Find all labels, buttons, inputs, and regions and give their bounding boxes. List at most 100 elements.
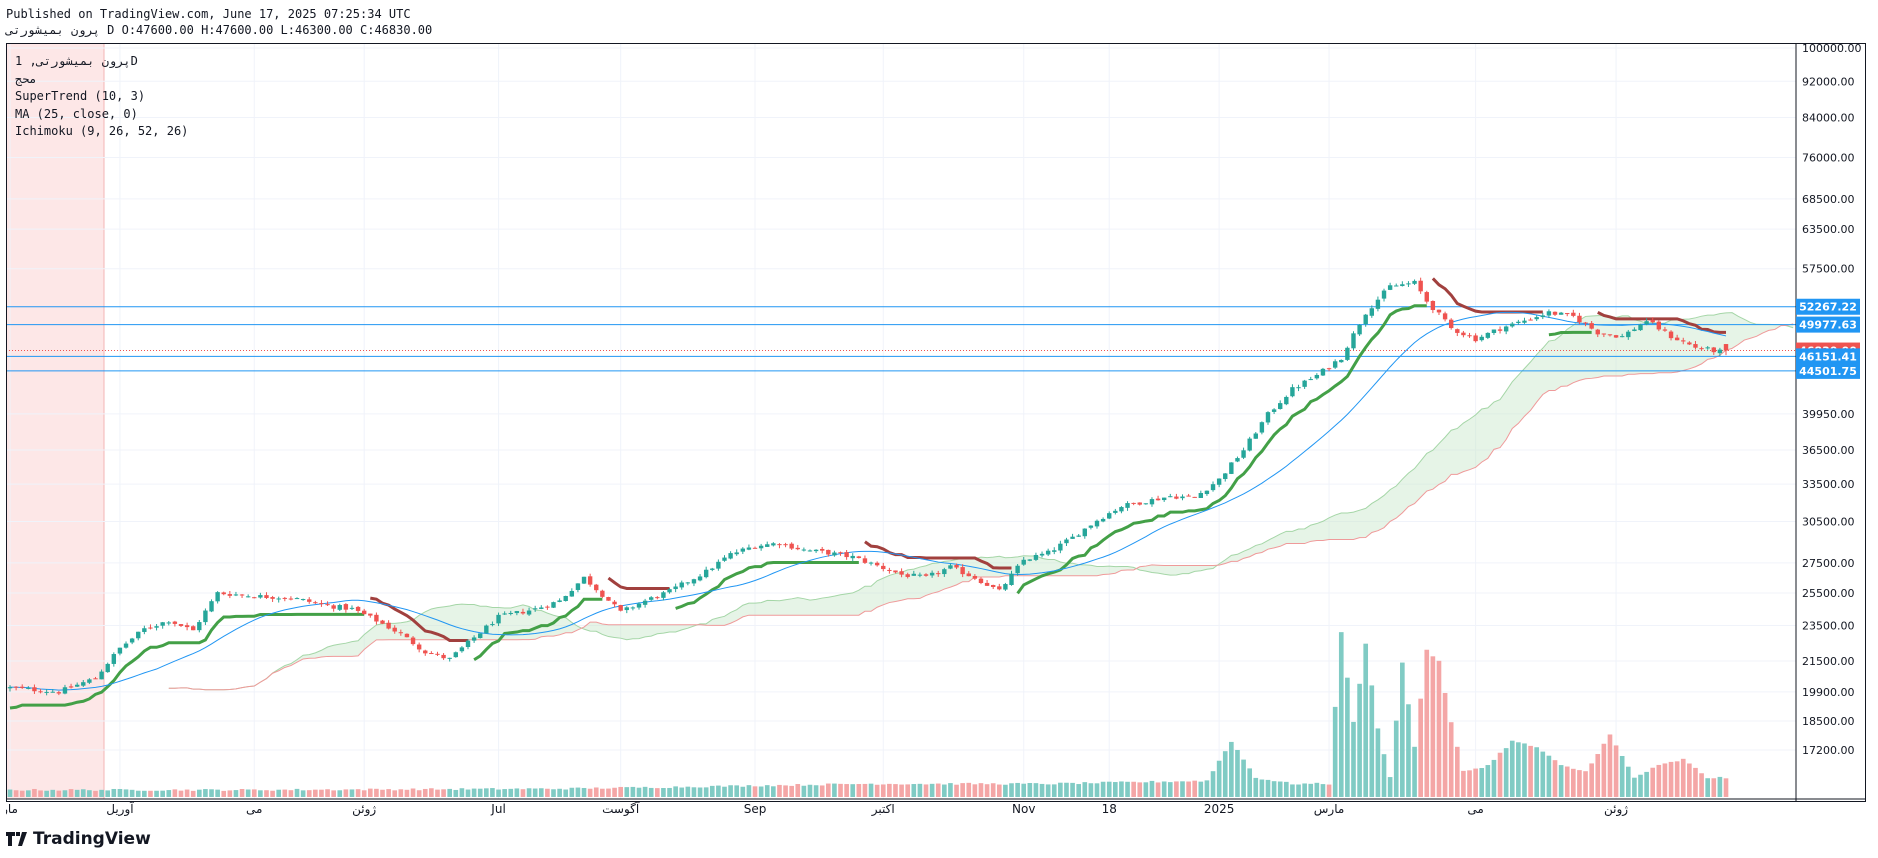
candle-body bbox=[355, 606, 361, 611]
candle-body bbox=[1241, 450, 1246, 458]
volume-bar bbox=[1424, 649, 1430, 797]
candle-body bbox=[221, 592, 226, 595]
volume-bar bbox=[1528, 745, 1533, 797]
volume-bar bbox=[367, 788, 373, 797]
volume-bar bbox=[148, 790, 153, 797]
candle-body bbox=[1601, 333, 1607, 335]
candle-body bbox=[392, 627, 397, 632]
candle-body bbox=[1058, 543, 1063, 551]
volume-bar bbox=[25, 790, 31, 797]
candle-body bbox=[1003, 584, 1008, 590]
candle-body bbox=[1021, 559, 1026, 565]
volume-bar bbox=[135, 790, 141, 797]
candle-body bbox=[642, 600, 648, 605]
volume-bar bbox=[1265, 779, 1271, 797]
volume-bar bbox=[1119, 781, 1124, 797]
legend-symbol: پرون بمیشورتی, 1D bbox=[15, 54, 138, 68]
candle-body bbox=[349, 607, 355, 609]
volume-bar bbox=[1064, 782, 1069, 797]
volume-bar bbox=[1082, 782, 1088, 797]
volume-bar bbox=[1656, 764, 1662, 797]
volume-bar bbox=[1320, 784, 1326, 797]
candle-body bbox=[245, 596, 251, 598]
volume-bar bbox=[1552, 760, 1558, 797]
volume-bar bbox=[1662, 763, 1668, 797]
candle-body bbox=[416, 644, 422, 650]
x-tick-label: ژوئن bbox=[352, 802, 376, 817]
candle-body bbox=[765, 544, 770, 547]
volume-bar bbox=[825, 783, 831, 797]
volume-bar bbox=[410, 788, 416, 797]
volume-bar bbox=[789, 785, 794, 797]
volume-bar bbox=[1204, 780, 1210, 797]
candle-body bbox=[777, 544, 782, 546]
candle-body bbox=[160, 622, 165, 626]
volume-bar bbox=[1583, 771, 1588, 797]
candle-body bbox=[587, 576, 593, 585]
candle-body bbox=[881, 565, 886, 570]
candle-body bbox=[1143, 503, 1149, 505]
volume-bar bbox=[465, 789, 471, 797]
volume-bar bbox=[1070, 782, 1075, 797]
candle-body bbox=[203, 610, 208, 623]
volume-bar bbox=[1564, 766, 1570, 797]
volume-bar bbox=[526, 788, 532, 797]
volume-bar bbox=[1436, 660, 1442, 797]
candle-body bbox=[850, 555, 855, 559]
volume-bar bbox=[905, 784, 911, 797]
volume-bar bbox=[545, 788, 550, 797]
volume-bar bbox=[1369, 685, 1375, 797]
candle-body bbox=[1626, 331, 1631, 338]
price-label-box bbox=[1796, 298, 1860, 315]
supertrend-down-line bbox=[1597, 311, 1726, 334]
y-tick-label: 30500.00 bbox=[1802, 516, 1855, 529]
volume-bar bbox=[1522, 743, 1527, 797]
candle-body bbox=[1589, 323, 1594, 329]
tradingview-footer: TradingView bbox=[6, 828, 151, 850]
candle-body bbox=[1528, 319, 1533, 321]
candle-body bbox=[478, 633, 483, 639]
volume-bar bbox=[1387, 777, 1393, 797]
volume-bar bbox=[838, 783, 843, 797]
candle-body bbox=[496, 614, 501, 624]
price-label: 52267.22 bbox=[1799, 301, 1857, 314]
candle-body bbox=[471, 637, 477, 641]
volume-bar bbox=[1003, 784, 1008, 797]
price-label-box bbox=[1796, 316, 1860, 333]
candle-body bbox=[618, 605, 623, 611]
volume-bar bbox=[1668, 761, 1674, 797]
volume-bar bbox=[1259, 779, 1265, 797]
candle-body bbox=[1070, 536, 1075, 539]
legend-supertrend[interactable]: SuperTrend (10, 3) bbox=[15, 89, 146, 103]
price-chart[interactable]: 100000.00 92000.00 84000.00 76000.00 68500.0… bbox=[6, 43, 1866, 823]
volume-bar bbox=[1186, 781, 1191, 797]
volume-bar bbox=[13, 790, 19, 797]
candle-body bbox=[337, 605, 342, 610]
volume-bar bbox=[1076, 784, 1082, 797]
candle-body bbox=[1119, 507, 1124, 512]
x-tick-label: می bbox=[246, 802, 262, 816]
candle-body bbox=[526, 610, 532, 615]
supertrend-up-line bbox=[9, 612, 365, 710]
candle-body bbox=[1161, 497, 1167, 501]
candle-body bbox=[148, 627, 153, 629]
candle-body bbox=[691, 579, 697, 584]
volume-bar bbox=[1332, 706, 1338, 797]
horizontal-levels bbox=[6, 306, 1796, 372]
y-tick-label: 19900.00 bbox=[1802, 686, 1855, 699]
volume-bar bbox=[758, 786, 764, 797]
candle-body bbox=[1210, 484, 1216, 491]
volume-bar bbox=[1400, 662, 1405, 797]
legend-ma[interactable]: MA (25, close, 0) bbox=[15, 106, 138, 121]
volume-bar bbox=[105, 790, 111, 797]
volume-bar bbox=[215, 789, 220, 797]
candle-body bbox=[313, 602, 318, 604]
candle-body bbox=[667, 589, 672, 593]
volume-bar bbox=[398, 789, 404, 797]
candle-body bbox=[1650, 320, 1655, 323]
candle-body bbox=[1711, 347, 1716, 353]
volume-bar bbox=[1467, 770, 1472, 797]
legend-ichimoku[interactable]: Ichimoku (9, 26, 52, 26) bbox=[15, 124, 189, 138]
y-tick-label: 18500.00 bbox=[1802, 715, 1855, 728]
volume-bar bbox=[453, 789, 459, 797]
